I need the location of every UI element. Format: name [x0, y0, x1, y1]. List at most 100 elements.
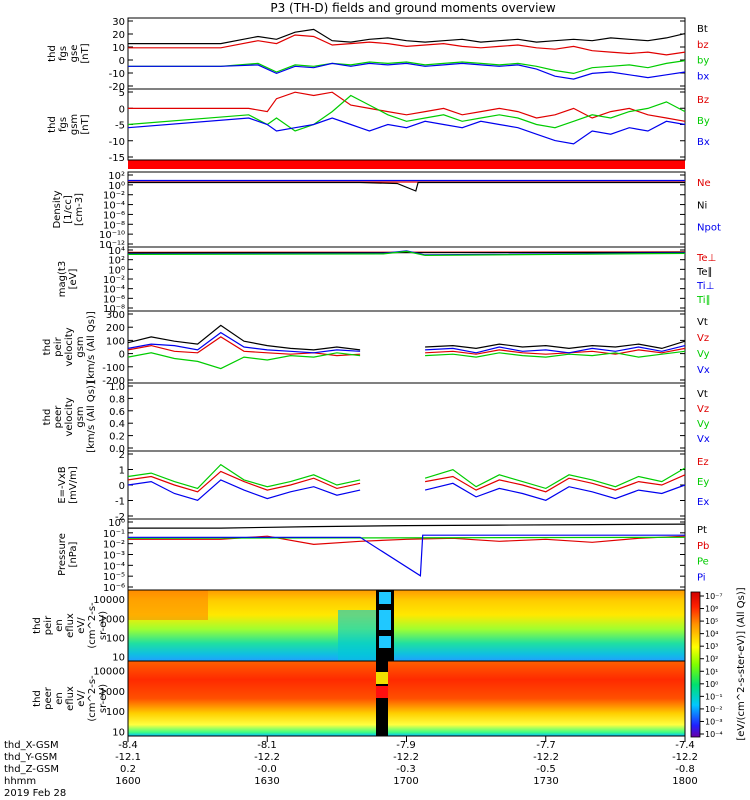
- panel-peer_velocity: 1.00.8 0.60.4 0.20.0 thd peer velocity gsm [km/…: [42, 381, 710, 455]
- legend-bz: bz: [697, 40, 709, 51]
- panel-frame: [127, 518, 686, 591]
- ytick-label: 200: [106, 323, 125, 334]
- ytick-label: 300: [106, 310, 125, 321]
- series-Vy: [127, 352, 361, 370]
- ylabel-line: (cm^2-s-: [87, 675, 98, 722]
- colorbar-tick-label: 10³: [705, 642, 718, 651]
- ytick-label: 10⁰: [108, 265, 125, 276]
- ytick-label: 100: [106, 634, 125, 645]
- ylabel-line: eflux: [65, 613, 76, 638]
- colorbar-tick-label: 10⁻⁷: [705, 592, 723, 601]
- ytick-label: 0.6: [109, 407, 125, 418]
- series-bx: [128, 62, 686, 80]
- legend-Bz: Bz: [697, 95, 709, 106]
- series-Vz: [425, 347, 686, 355]
- series-Vy: [425, 350, 686, 358]
- panel-fgs_gse: 30 20 10 0 -10 -20 thd fgs gse [nT] Bt bz by bx: [47, 17, 709, 93]
- ytick-label: 0.0: [109, 444, 125, 455]
- peir-spectrogram-cyan-block-2: [379, 610, 391, 630]
- legend-Ti⊥: Ti⊥: [696, 281, 714, 292]
- series-bz: [128, 34, 686, 56]
- ytick-label: 10⁻⁴: [103, 285, 125, 296]
- ylabel-line: thd: [47, 45, 58, 62]
- footer-col2-z: -0.3: [396, 764, 416, 775]
- legend-Npot: Npot: [697, 223, 721, 234]
- ytick-label: 100: [106, 707, 125, 718]
- figure-title: P3 (TH-D) fields and ground moments over…: [270, 1, 555, 15]
- series-Vt: [127, 324, 361, 351]
- legend-Pe: Pe: [697, 557, 709, 568]
- peer-spectrogram: [127, 660, 686, 737]
- ylabel-line: gsm: [69, 114, 80, 135]
- legend-Ey: Ey: [697, 477, 709, 488]
- footer-col3-z: -0.5: [536, 764, 556, 775]
- ytick-label: 0: [119, 481, 125, 492]
- ytick-label: 10⁻⁸: [103, 220, 125, 231]
- legend-Ez: Ez: [697, 457, 709, 468]
- ytick-label: 10⁻²: [103, 275, 125, 286]
- legend-Pb: Pb: [697, 541, 709, 552]
- ytick-label: 10⁻⁴: [103, 561, 125, 572]
- ylabel-line: E=-VxB: [57, 466, 68, 503]
- panel-frame: [127, 310, 686, 384]
- ylabel-line: thd: [32, 690, 43, 707]
- peer-spectrogram-border: [127, 660, 686, 737]
- ylabel-line: en: [54, 692, 65, 705]
- flag-bar: [128, 160, 685, 169]
- ylabel-line: velocity: [64, 327, 75, 366]
- legend-Ti∥: Ti∥: [696, 295, 711, 306]
- legend-Vt: Vt: [697, 389, 708, 400]
- legend-Te⊥: Te⊥: [696, 253, 716, 264]
- ytick-label: 0: [119, 104, 125, 115]
- colorbar-tick-label: 10⁶: [705, 605, 718, 614]
- footer-col3-x: -7.7: [536, 740, 556, 751]
- peer-spectrogram-yellow-block: [376, 672, 388, 684]
- panel-efield: 2 1 0 -1 -2 E=-VxB [mV/m] Ez Ey Ex: [57, 450, 709, 523]
- peir-spectrogram-cyan-block-1: [379, 592, 391, 604]
- ytick-label: 10⁻²: [103, 191, 125, 202]
- ylabel-line: sr-eV): [98, 684, 109, 713]
- ytick-label: 10000: [93, 595, 125, 606]
- legend-Te∥: Te∥: [696, 267, 713, 278]
- panel-peir_eflux: 10000 1000 100 10 thd peir en eflux eV/(cm^2-s-s…: [32, 595, 685, 664]
- series-Ey: [424, 467, 686, 490]
- legend-By: By: [697, 116, 710, 127]
- series-Vz: [127, 336, 361, 357]
- ytick-label: 20: [112, 30, 125, 41]
- ytick-label: 10²: [108, 171, 125, 182]
- series-Pt: [128, 523, 686, 529]
- footer-col1-z: -0.0: [257, 764, 277, 775]
- ylabel-line: fgs: [58, 117, 69, 132]
- footer: thd_X-GSM thd_Y-GSM thd_Z-GSM hhmm 2019 …: [4, 740, 698, 799]
- series-Vt: [425, 340, 686, 350]
- ytick-label: 10⁻⁴: [103, 201, 125, 212]
- ytick-label: 10⁰: [108, 518, 125, 529]
- footer-row-label-y: thd_Y-GSM: [4, 752, 57, 763]
- legend-Vt: Vt: [697, 317, 708, 328]
- ylabel-line: peer: [43, 686, 54, 710]
- ytick-label: 1000: [100, 614, 125, 625]
- ylabel-line: thd: [32, 617, 43, 634]
- ytick-label: 0: [119, 350, 125, 361]
- ylabel-line: [eV]: [68, 269, 79, 290]
- ylabel-line: velocity: [64, 397, 75, 436]
- ylabel-line: en: [54, 619, 65, 632]
- ylabel-line: [mV/m]: [68, 466, 79, 504]
- panel-frame: [127, 246, 686, 312]
- ytick-label: 0.4: [109, 419, 125, 430]
- series-Pe: [127, 536, 686, 539]
- footer-row-label-hhmm: hhmm: [4, 776, 36, 787]
- peir-spectrogram: [127, 589, 686, 662]
- ylabel-line: [1/cc]: [63, 195, 74, 224]
- series-by: [128, 60, 686, 75]
- ylabel-line: thd: [42, 339, 53, 356]
- footer-col0-z: 0.2: [120, 764, 136, 775]
- legend-Vz: Vz: [697, 404, 709, 415]
- legend-Vy: Vy: [697, 419, 710, 430]
- footer-col0-hhmm: 1600: [115, 776, 140, 787]
- series-Vx: [425, 345, 686, 354]
- ytick-label: 10⁻⁶: [103, 583, 125, 594]
- ylabel-line: eflux: [65, 686, 76, 711]
- ylabel-line: gsm: [75, 336, 86, 357]
